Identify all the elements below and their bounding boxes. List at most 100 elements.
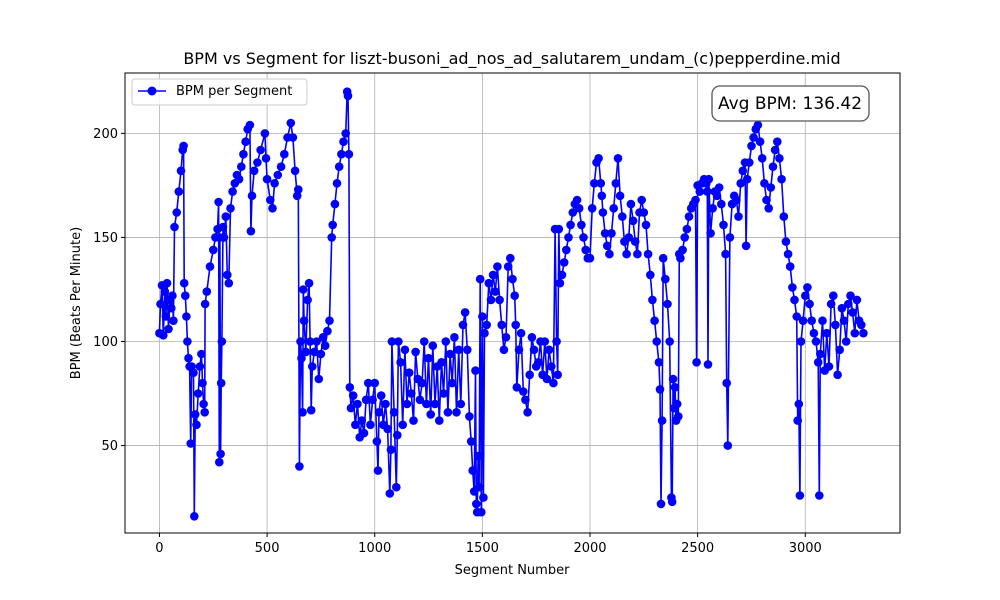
data-point	[167, 303, 176, 313]
data-point	[609, 204, 618, 213]
data-point	[562, 245, 571, 255]
data-point	[665, 337, 674, 346]
data-point	[835, 345, 844, 355]
data-point	[200, 299, 210, 309]
data-point	[249, 166, 259, 176]
data-point	[766, 183, 776, 192]
data-point	[318, 333, 328, 342]
data-point	[658, 253, 668, 263]
y-tick-label: 100	[93, 335, 118, 350]
annotation-text: Avg BPM: 136.42	[718, 94, 862, 114]
x-tick-label: 2000	[573, 541, 606, 556]
data-point	[301, 347, 311, 357]
x-tick-label: 0	[155, 541, 163, 556]
data-point	[472, 499, 481, 509]
data-point	[374, 408, 384, 417]
data-point	[813, 358, 823, 367]
data-point	[704, 174, 714, 184]
data-point	[404, 368, 414, 378]
data-point	[246, 226, 256, 236]
data-point	[837, 303, 847, 313]
data-point	[216, 378, 226, 388]
data-point	[745, 158, 754, 167]
data-point	[341, 129, 351, 138]
y-axis-label: BPM (Beats Per Minute)	[69, 227, 84, 379]
x-tick-label: 3000	[789, 541, 822, 556]
data-point	[749, 133, 758, 142]
data-point	[852, 295, 862, 305]
data-point	[234, 174, 244, 184]
data-point	[773, 137, 782, 146]
data-point	[344, 149, 354, 159]
data-point	[549, 378, 558, 388]
data-point	[714, 183, 724, 192]
data-point	[428, 341, 438, 351]
data-point	[721, 249, 730, 259]
data-point	[372, 437, 382, 446]
data-point	[475, 274, 485, 284]
data-point	[306, 405, 316, 415]
data-point	[788, 283, 797, 292]
data-point	[527, 333, 537, 342]
data-point	[366, 420, 375, 430]
data-point	[216, 449, 225, 459]
data-point	[794, 399, 804, 409]
data-point	[798, 316, 808, 326]
data-point	[663, 299, 672, 309]
data-point	[597, 191, 607, 201]
data-point	[181, 291, 190, 301]
data-point	[511, 320, 520, 330]
legend-box	[131, 78, 308, 106]
data-point	[164, 324, 173, 334]
y-tick-label: 50	[101, 439, 118, 454]
data-point	[190, 512, 199, 521]
data-point	[566, 220, 575, 230]
data-point	[168, 291, 177, 301]
data-point	[228, 187, 237, 196]
data-point	[332, 179, 342, 188]
data-point	[468, 466, 478, 475]
data-point	[193, 389, 203, 398]
data-point	[495, 295, 504, 305]
data-point	[553, 370, 562, 380]
data-point	[624, 233, 634, 242]
data-point	[755, 137, 765, 146]
data-point	[299, 285, 308, 294]
data-point	[383, 424, 392, 434]
data-point	[456, 399, 466, 409]
data-point	[393, 430, 402, 440]
data-point	[760, 179, 769, 188]
data-point	[848, 308, 857, 317]
data-point	[466, 437, 476, 446]
data-point	[676, 253, 685, 263]
data-point	[396, 358, 405, 367]
data-point	[762, 195, 771, 205]
data-point	[777, 174, 786, 184]
data-point	[184, 353, 193, 363]
data-point	[192, 420, 201, 430]
data-point	[209, 245, 218, 255]
data-point	[198, 378, 207, 388]
data-point	[680, 233, 689, 242]
data-point	[430, 399, 440, 409]
data-point	[450, 333, 459, 342]
data-point	[839, 316, 849, 326]
data-point	[757, 154, 767, 163]
data-point	[818, 316, 827, 326]
plot-area	[155, 87, 868, 521]
data-point	[458, 320, 468, 330]
x-tick-label: 2500	[681, 541, 714, 556]
data-point	[678, 245, 687, 255]
data-point	[183, 337, 192, 346]
data-point	[270, 179, 279, 188]
data-point	[215, 457, 224, 467]
data-point	[245, 120, 255, 130]
data-point	[199, 399, 208, 409]
data-point	[223, 270, 232, 280]
data-point	[712, 191, 722, 201]
data-point	[547, 362, 556, 371]
data-point	[525, 370, 534, 380]
data-point	[219, 233, 229, 242]
data-point	[581, 245, 590, 255]
data-point	[197, 349, 206, 359]
